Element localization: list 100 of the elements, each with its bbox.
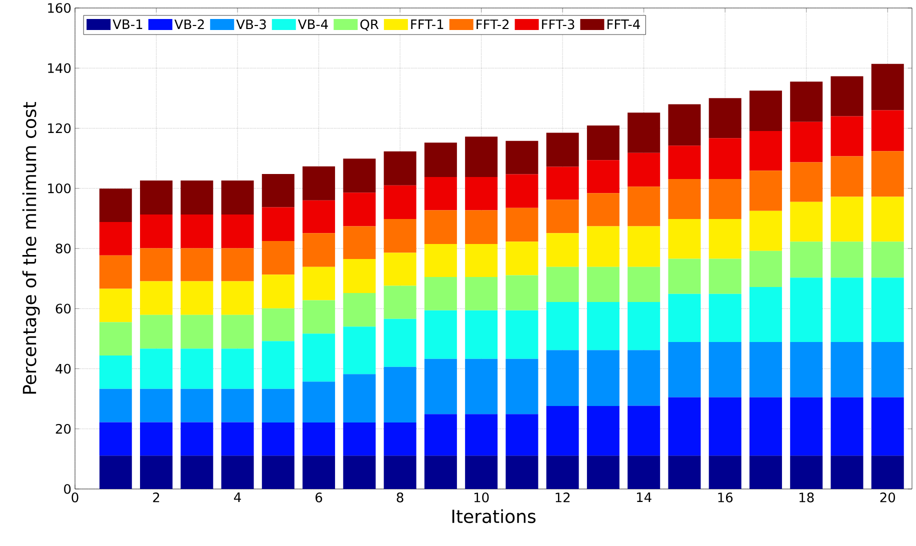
bar bbox=[221, 281, 254, 315]
bar bbox=[99, 422, 132, 456]
bar bbox=[790, 397, 823, 456]
bar bbox=[546, 350, 579, 406]
legend-label: FFT-3 bbox=[542, 19, 574, 30]
y-tick-label: 120 bbox=[48, 123, 71, 134]
y-tick-label: 80 bbox=[56, 244, 71, 254]
bar bbox=[708, 397, 742, 456]
bar bbox=[628, 266, 660, 302]
bar bbox=[506, 456, 538, 489]
bar bbox=[668, 294, 701, 342]
bar bbox=[790, 456, 823, 489]
bar bbox=[749, 286, 782, 342]
bar bbox=[668, 397, 701, 456]
bar bbox=[262, 422, 294, 456]
bar bbox=[546, 166, 579, 200]
x-tick-label: 2 bbox=[153, 492, 160, 502]
y-tick-label: 100 bbox=[48, 183, 71, 194]
x-tick-label: 18 bbox=[800, 492, 814, 502]
bar bbox=[749, 250, 782, 287]
x-tick-label: 0 bbox=[72, 492, 78, 502]
x-tick-label: 6 bbox=[316, 492, 322, 502]
bar bbox=[668, 219, 701, 259]
bar bbox=[302, 456, 336, 489]
bar bbox=[343, 259, 376, 293]
legend-label: FFT-1 bbox=[411, 20, 444, 29]
bar bbox=[749, 342, 782, 398]
bar bbox=[221, 456, 254, 489]
x-tick-label: 8 bbox=[396, 492, 404, 502]
x-tick-label: 12 bbox=[556, 492, 570, 502]
bar bbox=[424, 456, 457, 489]
bar bbox=[506, 208, 538, 242]
bar bbox=[424, 210, 457, 244]
bar bbox=[586, 126, 620, 160]
bar bbox=[708, 456, 742, 489]
bar bbox=[302, 334, 336, 382]
bar bbox=[384, 252, 416, 286]
bar bbox=[140, 422, 173, 456]
bar bbox=[424, 414, 457, 456]
bar bbox=[343, 226, 376, 260]
bar bbox=[140, 348, 173, 389]
bar bbox=[302, 166, 336, 200]
bar bbox=[871, 278, 904, 342]
bar bbox=[506, 275, 538, 310]
bar bbox=[790, 122, 823, 162]
bar bbox=[465, 244, 498, 278]
legend-label: VB-4 bbox=[298, 20, 328, 29]
x-tick-label: 16 bbox=[718, 492, 733, 502]
bar bbox=[749, 210, 782, 251]
bar bbox=[424, 310, 457, 359]
bar bbox=[749, 170, 782, 211]
bar bbox=[830, 116, 864, 156]
bar bbox=[302, 200, 336, 234]
bar bbox=[830, 156, 864, 197]
bar bbox=[830, 456, 864, 489]
bar bbox=[586, 266, 620, 302]
bar bbox=[668, 179, 701, 220]
bar bbox=[221, 180, 254, 215]
bar bbox=[546, 302, 579, 350]
bar bbox=[790, 242, 823, 278]
bar bbox=[424, 358, 457, 414]
legend-label: VB-2 bbox=[174, 19, 204, 30]
y-tick-label: 20 bbox=[56, 424, 71, 434]
bar bbox=[506, 358, 538, 414]
bar bbox=[586, 350, 620, 406]
bar bbox=[343, 456, 376, 489]
bar bbox=[871, 342, 904, 398]
bar bbox=[830, 278, 864, 342]
bar bbox=[586, 456, 620, 489]
bar bbox=[180, 248, 214, 282]
bar bbox=[628, 406, 660, 456]
bar bbox=[790, 82, 823, 122]
bar bbox=[546, 266, 579, 302]
bar bbox=[424, 277, 457, 310]
bar bbox=[628, 350, 660, 406]
bar bbox=[262, 240, 294, 275]
bar bbox=[871, 242, 904, 278]
bar bbox=[871, 151, 904, 197]
bar bbox=[506, 174, 538, 208]
bar bbox=[465, 176, 498, 210]
bar bbox=[830, 397, 864, 456]
bar bbox=[628, 152, 660, 187]
bar bbox=[708, 258, 742, 294]
bar bbox=[465, 310, 498, 359]
y-tick-label: 140 bbox=[48, 63, 71, 74]
bar bbox=[99, 255, 132, 289]
x-tick-label: 4 bbox=[234, 492, 241, 502]
bar bbox=[99, 322, 132, 356]
bar bbox=[628, 456, 660, 489]
bar bbox=[180, 422, 214, 456]
legend-label: QR bbox=[360, 19, 379, 31]
bar bbox=[546, 132, 579, 167]
bar bbox=[465, 277, 498, 310]
bar bbox=[99, 288, 132, 322]
bar bbox=[180, 214, 214, 248]
bar bbox=[180, 314, 214, 349]
bar bbox=[668, 104, 701, 146]
bar bbox=[140, 248, 173, 282]
bar bbox=[668, 342, 701, 398]
bar bbox=[424, 142, 457, 177]
